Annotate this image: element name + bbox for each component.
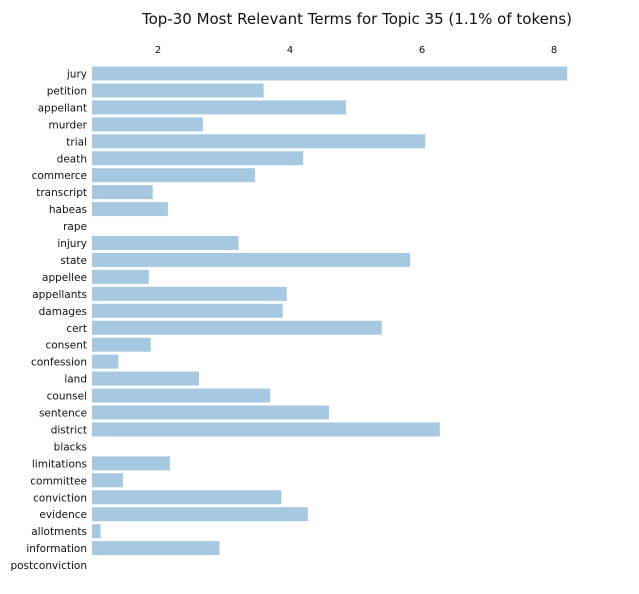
bar-commerce (92, 168, 256, 183)
bar-information (92, 541, 220, 556)
bar-counsel (92, 388, 271, 403)
bar-confession (92, 354, 119, 369)
x-tick-label-6: 6 (419, 45, 425, 56)
bar-evidence (92, 507, 308, 522)
bar-limitations (92, 456, 170, 471)
category-label-commerce: commerce (32, 170, 87, 182)
category-label-death: death (57, 153, 87, 165)
bar-jury (92, 66, 568, 81)
category-label-sentence: sentence (39, 408, 87, 420)
category-label-consent: consent (45, 340, 87, 352)
bar-allotments (92, 524, 101, 539)
bar-consent (92, 337, 151, 352)
category-label-blacks: blacks (54, 441, 87, 453)
chart-title: Top-30 Most Relevant Terms for Topic 35 … (141, 10, 572, 28)
bar-appellants (92, 286, 287, 301)
category-label-allotments: allotments (31, 526, 87, 538)
category-label-appellants: appellants (32, 289, 87, 301)
category-label-state: state (60, 255, 87, 267)
category-label-information: information (26, 543, 87, 555)
category-label-transcript: transcript (36, 187, 87, 199)
x-tick-label-2: 2 (155, 45, 161, 56)
category-label-injury: injury (57, 238, 87, 250)
category-label-habeas: habeas (49, 204, 87, 216)
bar-death (92, 151, 304, 166)
bar-habeas (92, 202, 168, 217)
category-label-postconviction: postconviction (10, 560, 87, 572)
bar-murder (92, 117, 203, 132)
bar-petition (92, 83, 264, 98)
category-label-rape: rape (63, 221, 87, 233)
category-label-counsel: counsel (47, 391, 87, 403)
bar-committee (92, 473, 124, 488)
bar-appellee (92, 269, 149, 284)
category-label-committee: committee (30, 475, 87, 487)
bar-damages (92, 303, 283, 318)
x-tick-label-4: 4 (287, 45, 293, 56)
category-label-appellant: appellant (38, 102, 87, 114)
category-label-damages: damages (39, 306, 87, 318)
bar-sentence (92, 405, 329, 420)
category-label-appellee: appellee (42, 272, 87, 284)
category-label-trial: trial (66, 136, 87, 148)
bar-transcript (92, 185, 153, 200)
bar-land (92, 371, 199, 386)
category-label-district: district (51, 424, 87, 436)
bar-trial (92, 134, 426, 149)
category-label-land: land (64, 374, 87, 386)
bar-appellant (92, 100, 347, 115)
x-tick-label-8: 8 (551, 45, 557, 56)
category-label-jury: jury (66, 69, 87, 81)
category-label-conviction: conviction (33, 492, 87, 504)
bar-injury (92, 236, 239, 250)
bar-state (92, 252, 411, 267)
bar-district (92, 422, 440, 437)
category-label-cert: cert (66, 323, 87, 335)
bar-cert (92, 320, 382, 335)
category-label-limitations: limitations (32, 458, 87, 470)
category-label-confession: confession (31, 357, 87, 369)
category-label-petition: petition (47, 85, 87, 97)
category-label-evidence: evidence (39, 509, 87, 521)
category-label-murder: murder (49, 119, 88, 131)
bar-conviction (92, 490, 282, 505)
